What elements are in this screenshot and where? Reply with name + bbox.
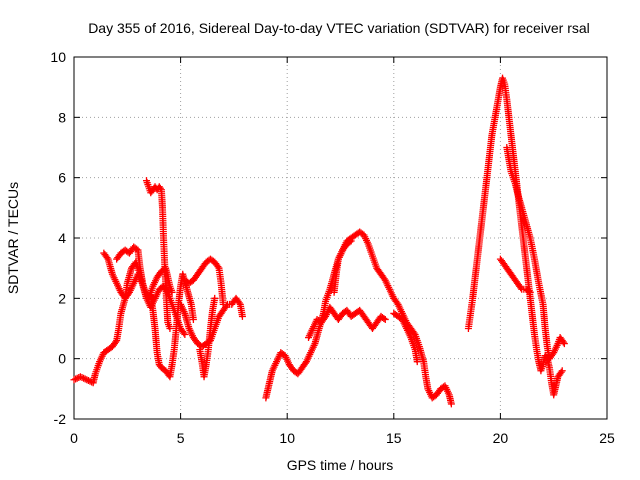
x-axis-label: GPS time / hours [287,457,394,473]
y-tick-label: 2 [58,290,66,306]
y-tick-label: 8 [58,109,66,125]
series-seg-l [390,309,421,366]
data-point [76,373,84,381]
x-tick-label: 20 [493,430,509,446]
data-point [214,263,222,271]
y-tick-label: 4 [58,230,66,246]
data-point [560,340,568,348]
series-seg-d [142,177,174,332]
y-tick-label: 6 [58,170,66,186]
series-seg-g [181,255,227,308]
data-point [80,374,88,382]
data-points [70,74,568,408]
chart-title: Day 355 of 2016, Sidereal Day-to-day VTE… [88,20,590,36]
data-point [180,329,188,337]
y-tick-label: -2 [54,411,67,427]
x-tick-label: 15 [386,430,402,446]
y-tick-label: 0 [58,351,66,367]
x-tick-label: 10 [279,430,295,446]
data-point [222,302,230,310]
data-point [78,374,86,382]
y-tick-label: 10 [50,49,66,65]
data-point [81,375,89,383]
data-point [526,288,534,296]
data-point [70,376,78,384]
series-seg-k [330,237,355,296]
data-point [238,312,246,320]
data-point [380,314,388,322]
y-axis-label: SDTVAR / TECUs [5,182,21,294]
data-point [189,315,197,323]
data-point [235,299,243,307]
data-point [73,374,81,382]
data-point [410,329,418,337]
data-point [83,376,91,384]
series-seg-f [177,294,246,351]
data-point [166,325,174,332]
data-point [346,238,354,246]
data-point [447,400,455,408]
data-point [525,287,533,295]
data-point [517,284,525,292]
data-point [103,254,111,262]
data-point [133,245,141,253]
x-tick-label: 5 [177,430,185,446]
series-seg-o [503,144,568,363]
x-tick-label: 25 [599,430,615,446]
data-point [156,184,164,192]
data-point [558,367,566,375]
data-point [559,338,567,346]
data-point [413,358,421,366]
data-point [347,237,355,245]
series-seg-m [464,74,566,399]
data-point [557,368,565,376]
data-point [219,300,227,308]
series-seg-n [496,255,534,296]
data-point [138,276,146,284]
series-seg-c [113,243,146,284]
data-point [381,315,389,323]
x-tick-label: 0 [70,430,78,446]
data-point [211,294,219,302]
series-seg-i [262,228,455,408]
series-seg-j [305,303,389,342]
data-point [112,338,120,346]
data-point [72,375,80,383]
series-seg-h [196,294,219,381]
data-point [181,331,189,339]
